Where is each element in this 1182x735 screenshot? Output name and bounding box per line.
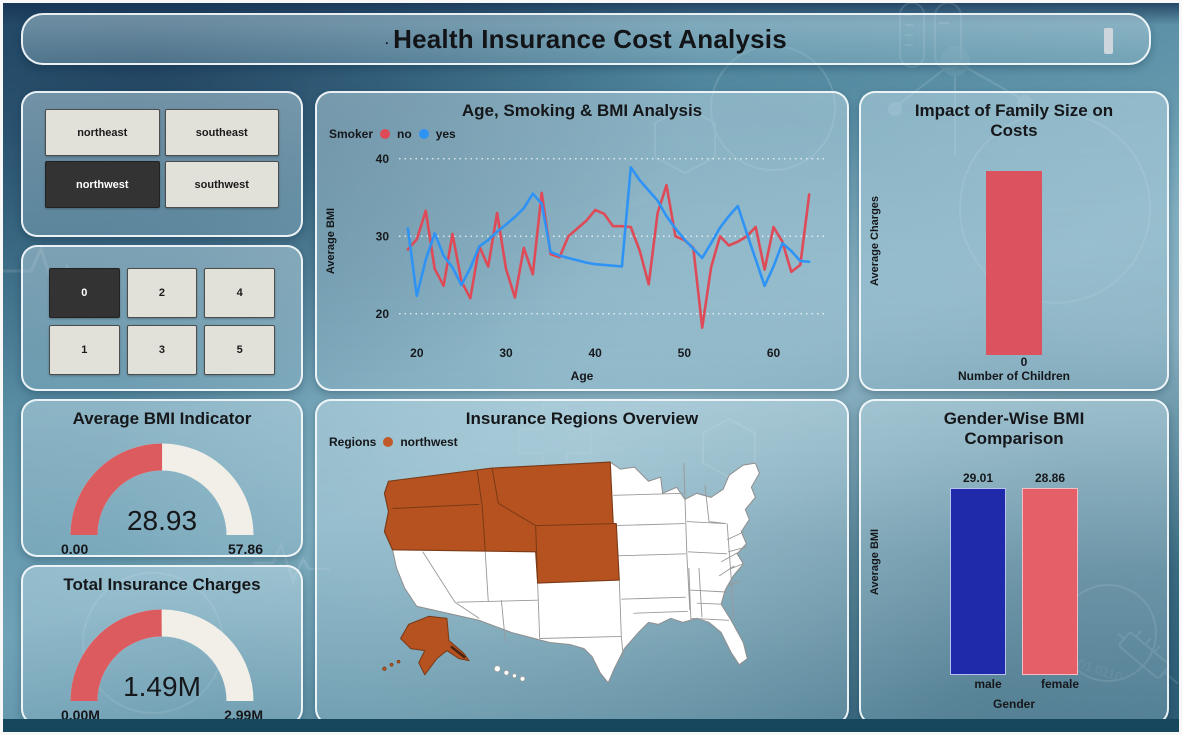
- gender-bar-plot: 29.01 28.86: [869, 471, 1159, 675]
- region-slicer-grid: northeast southeast northwest southwest: [23, 93, 301, 224]
- charges-gauge-panel: Total Insurance Charges 1.49M 0.00M 2.99…: [21, 565, 303, 725]
- slicer-button-1[interactable]: 1: [49, 325, 120, 375]
- slicer-button-northwest[interactable]: northwest: [45, 161, 160, 208]
- y-axis-label: Average Charges: [869, 195, 881, 287]
- male-value-label: 29.01: [962, 471, 994, 485]
- panel-title: Impact of Family Size on Costs: [914, 101, 1114, 140]
- panel-title: Insurance Regions Overview: [465, 409, 699, 428]
- panel-title: Average BMI Indicator: [72, 409, 252, 428]
- family-chart-body: [869, 157, 1159, 355]
- region-slicer-panel: northeast southeast northwest southwest: [21, 91, 303, 237]
- hawaii-island: [512, 672, 517, 678]
- bar-column: [986, 157, 1042, 355]
- panel-title: Gender-Wise BMI Comparison: [943, 409, 1085, 448]
- svg-text:30: 30: [499, 346, 513, 360]
- state-borders: [422, 462, 748, 658]
- charges-gauge: 1.49M: [23, 597, 301, 715]
- legend-label-no[interactable]: no: [397, 126, 412, 141]
- bmi-gauge-panel: Average BMI Indicator 28.93 0.00 57.86: [21, 399, 303, 557]
- regions-legend: Regions northwest: [317, 435, 847, 449]
- panel-title: Total Insurance Charges: [63, 575, 261, 594]
- gauge-value: 28.93: [126, 504, 198, 536]
- aleutian-island: [396, 659, 401, 664]
- svg-text:40: 40: [376, 151, 390, 165]
- svg-text:20: 20: [376, 306, 390, 320]
- hawaii-island: [519, 675, 526, 682]
- category-label-male: male: [974, 677, 1002, 691]
- page-title: Health Insurance Cost Analysis: [393, 23, 787, 54]
- legend-label-yes[interactable]: yes: [435, 126, 456, 141]
- gauge-range-labels: 0.00 57.86: [23, 541, 301, 557]
- aleutian-island: [382, 666, 387, 671]
- category-label: 0: [1020, 355, 1028, 369]
- gauge-min-label: 0.00M: [61, 706, 100, 723]
- legend-title: Regions: [329, 434, 377, 449]
- svg-text:30: 30: [376, 229, 390, 243]
- slicer-button-northeast[interactable]: northeast: [45, 109, 160, 156]
- female-value-label: 28.86: [1034, 471, 1066, 485]
- gauge-value: 1.49M: [123, 670, 201, 702]
- gender-category-row: male female: [889, 677, 1159, 691]
- female-bar[interactable]: [1022, 488, 1078, 675]
- children-slicer-panel: 0 2 4 1 3 5: [21, 245, 303, 391]
- line-chart-panel: Age, Smoking & BMI Analysis Smoker no ye…: [315, 91, 849, 391]
- age-bmi-line-chart[interactable]: 20 30 40 20 30 40 50 60: [321, 141, 841, 381]
- gauge-range-labels: 0.00M 2.99M: [23, 707, 301, 723]
- legend-dot-yes: [418, 128, 429, 139]
- children-0-bar[interactable]: [986, 170, 1042, 355]
- legend-label-northwest[interactable]: northwest: [400, 434, 458, 449]
- x-axis-label: Gender: [992, 697, 1035, 711]
- us-states-map[interactable]: [343, 451, 821, 703]
- svg-text:60: 60: [767, 346, 781, 360]
- header-bar: · Health Insurance Cost Analysis: [21, 13, 1151, 65]
- gauge-min-label: 0.00: [61, 540, 89, 557]
- gender-bmi-panel: Gender-Wise BMI Comparison 29.01 28.86 m…: [859, 399, 1169, 725]
- smoker-legend: Smoker no yes: [317, 127, 847, 141]
- panel-title: Age, Smoking & BMI Analysis: [461, 101, 703, 120]
- bmi-gauge: 28.93: [23, 431, 301, 549]
- alaska-tail: [450, 645, 466, 659]
- bottom-band: [3, 719, 1179, 732]
- aleutian-island: [389, 662, 394, 667]
- gauge-max-label: 57.86: [227, 540, 263, 557]
- slicer-button-5[interactable]: 5: [204, 325, 275, 375]
- gauge-max-label: 2.99M: [224, 706, 263, 723]
- bar-column: 29.01: [950, 471, 1006, 675]
- slicer-button-southeast[interactable]: southeast: [164, 109, 279, 156]
- legend-dot-no: [380, 128, 391, 139]
- slicer-button-0[interactable]: 0: [49, 268, 120, 318]
- x-axis-label: Number of Children: [957, 369, 1070, 383]
- legend-dot-northwest: [383, 436, 394, 447]
- slicer-button-3[interactable]: 3: [126, 325, 198, 375]
- alaska: [400, 615, 470, 675]
- legend-title: Smoker: [329, 126, 374, 141]
- slicer-button-southwest[interactable]: southwest: [164, 161, 279, 208]
- hawaii-island: [493, 664, 501, 672]
- svg-text:50: 50: [678, 346, 692, 360]
- male-bar[interactable]: [950, 488, 1006, 675]
- family-size-panel: Impact of Family Size on Costs 0 Number …: [859, 91, 1169, 391]
- y-axis-label: Average BMI: [869, 528, 881, 596]
- hawaii-island: [503, 669, 510, 676]
- northwest-state-borders: [392, 468, 614, 583]
- map-panel: Insurance Regions Overview Regions north…: [315, 399, 849, 725]
- category-label-female: female: [1040, 677, 1080, 691]
- header-indicator-bar: [1104, 28, 1113, 54]
- svg-text:20: 20: [410, 346, 424, 360]
- svg-text:40: 40: [588, 346, 602, 360]
- slicer-button-4[interactable]: 4: [204, 268, 275, 318]
- gender-chart-body: 29.01 28.86: [869, 471, 1159, 675]
- title-bullet: ·: [385, 36, 390, 50]
- slicer-button-2[interactable]: 2: [126, 268, 198, 318]
- family-bar-plot: [869, 157, 1159, 355]
- children-slicer-grid: 0 2 4 1 3 5: [23, 247, 301, 396]
- bar-column: 28.86: [1022, 471, 1078, 675]
- family-category-row: 0: [889, 355, 1159, 369]
- x-axis-label: Age: [570, 369, 594, 383]
- y-axis-label: Average BMI: [325, 207, 337, 275]
